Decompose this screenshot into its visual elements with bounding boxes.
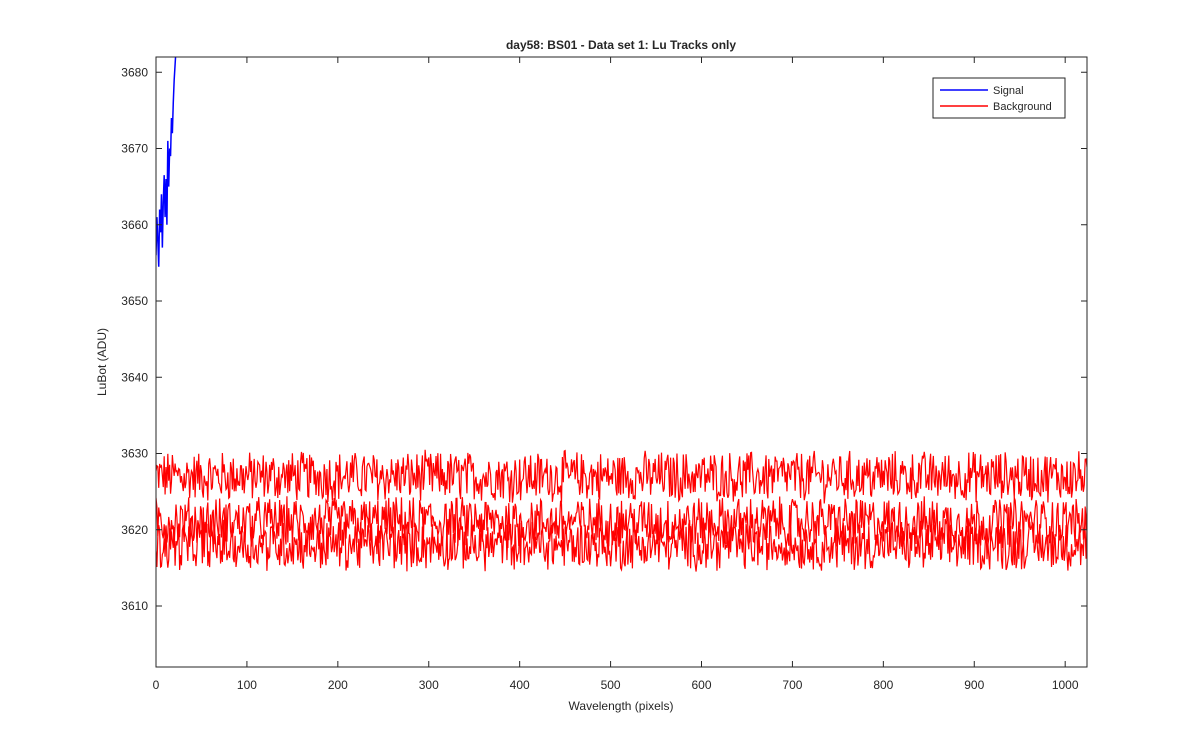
y-tick-label: 3650 [121,294,148,308]
chart-title: day58: BS01 - Data set 1: Lu Tracks only [506,38,736,52]
y-axis-label: LuBot (ADU) [95,328,109,396]
x-tick-label: 300 [419,678,439,692]
y-tick-label: 3640 [121,370,148,384]
x-tick-label: 400 [510,678,530,692]
x-tick-label: 600 [691,678,711,692]
legend-label-signal: Signal [993,85,1024,97]
y-tick-label: 3660 [121,218,148,232]
axes-box [155,56,1088,668]
x-tick-label: 0 [153,678,160,692]
x-tick-label: 500 [601,678,621,692]
y-tick-label: 3670 [121,142,148,156]
x-tick-label: 100 [237,678,257,692]
background-trace-0 [156,449,1087,504]
signal-trace [156,57,177,267]
x-tick-label: 800 [873,678,893,692]
ticks-layer: 0 100 200 300 400 500 600 700 800 900 1000 3610 3620… [121,57,1087,692]
x-axis-label: Wavelength (pixels) [569,699,674,713]
legend-label-background: Background [993,101,1052,113]
legend-box [932,77,1066,119]
x-tick-label: 1000 [1052,678,1079,692]
legend: Signal Background [932,77,1066,119]
y-tick-label: 3610 [121,599,148,613]
series-layer [156,57,1087,572]
background-trace-1 [156,496,1087,549]
x-tick-label: 700 [782,678,802,692]
y-tick-label: 3620 [121,523,148,537]
y-tick-label: 3680 [121,65,148,79]
plot-area [156,57,1087,667]
background-trace-2 [156,518,1087,572]
x-tick-label: 200 [328,678,348,692]
y-tick-label: 3630 [121,447,148,461]
x-tick-label: 900 [964,678,984,692]
